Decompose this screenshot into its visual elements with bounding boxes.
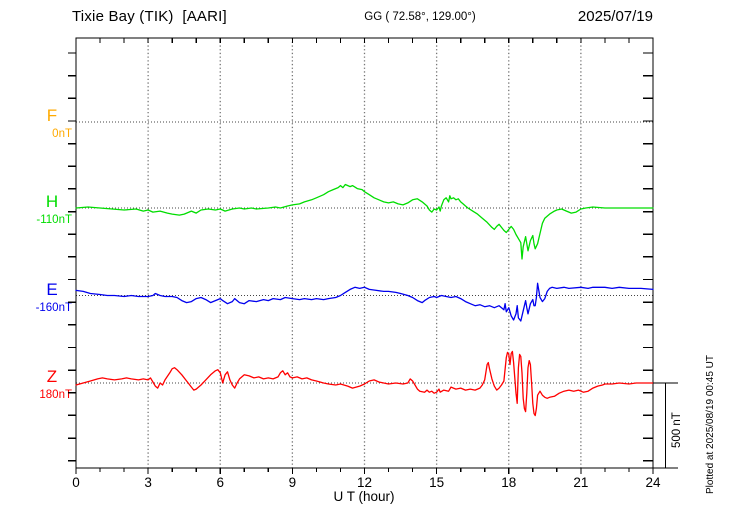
scale-bar-label: 500 nT [671, 412, 683, 448]
x-tick-label: 18 [501, 475, 516, 490]
geographic-coordinates: GG ( 72.58°, 129.00°) [364, 11, 476, 23]
plot-date: 2025/07/19 [577, 8, 653, 25]
x-tick-label: 3 [144, 475, 152, 490]
x-tick-label: 0 [72, 475, 80, 490]
trace-H [75, 183, 654, 260]
trace-Z [75, 350, 654, 417]
x-tick-label: 15 [429, 475, 444, 490]
x-tick-label: 6 [216, 475, 224, 490]
x-tick-label: 12 [357, 475, 372, 490]
channel-baseline-H: -110nT [36, 214, 72, 226]
x-tick-label: 21 [573, 475, 588, 490]
channel-letter-F: F [46, 106, 58, 125]
channel-letter-E: E [46, 279, 58, 299]
channel-letter-H: H [45, 192, 59, 211]
plotted-at-note: Plotted at 2025/08/19 00:45 UT [705, 355, 716, 494]
channel-baseline-E: -160nT [35, 301, 72, 314]
channel-letter-Z: Z [46, 367, 58, 386]
x-tick-label: 9 [289, 475, 297, 490]
station-title: Tixie Bay (TIK) [AARI] [72, 8, 227, 25]
channel-baseline-F: 0nT [52, 128, 72, 140]
channel-baseline-Z: 180nT [39, 389, 72, 401]
x-tick-label: 24 [645, 475, 661, 490]
x-axis-title: U T (hour) [333, 489, 395, 504]
trace-E [75, 282, 654, 322]
